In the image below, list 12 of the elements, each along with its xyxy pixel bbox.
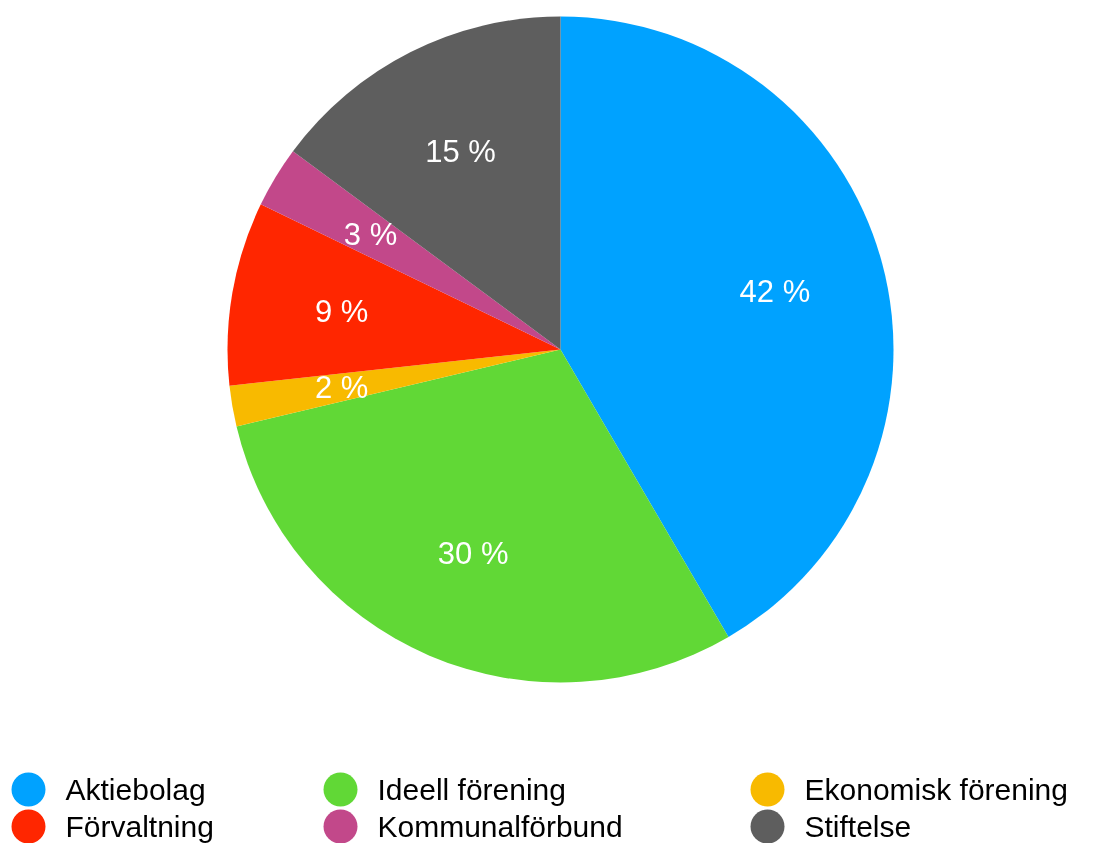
- legend-label: Stiftelse: [804, 810, 912, 843]
- legend-label: Förvaltning: [65, 810, 214, 843]
- data-label: 9 %: [314, 294, 369, 330]
- legend-label: Aktiebolag: [65, 773, 206, 806]
- data-label: 15 %: [425, 133, 496, 169]
- data-label: 3 %: [343, 216, 398, 252]
- legend-label: Ideell förening: [377, 773, 566, 806]
- data-label: 30 %: [437, 536, 509, 572]
- legend-label: Kommunalförbund: [377, 810, 623, 843]
- data-label: 2 %: [314, 369, 369, 405]
- legend-label: Ekonomisk förening: [804, 773, 1068, 806]
- data-label: 42 %: [739, 273, 811, 309]
